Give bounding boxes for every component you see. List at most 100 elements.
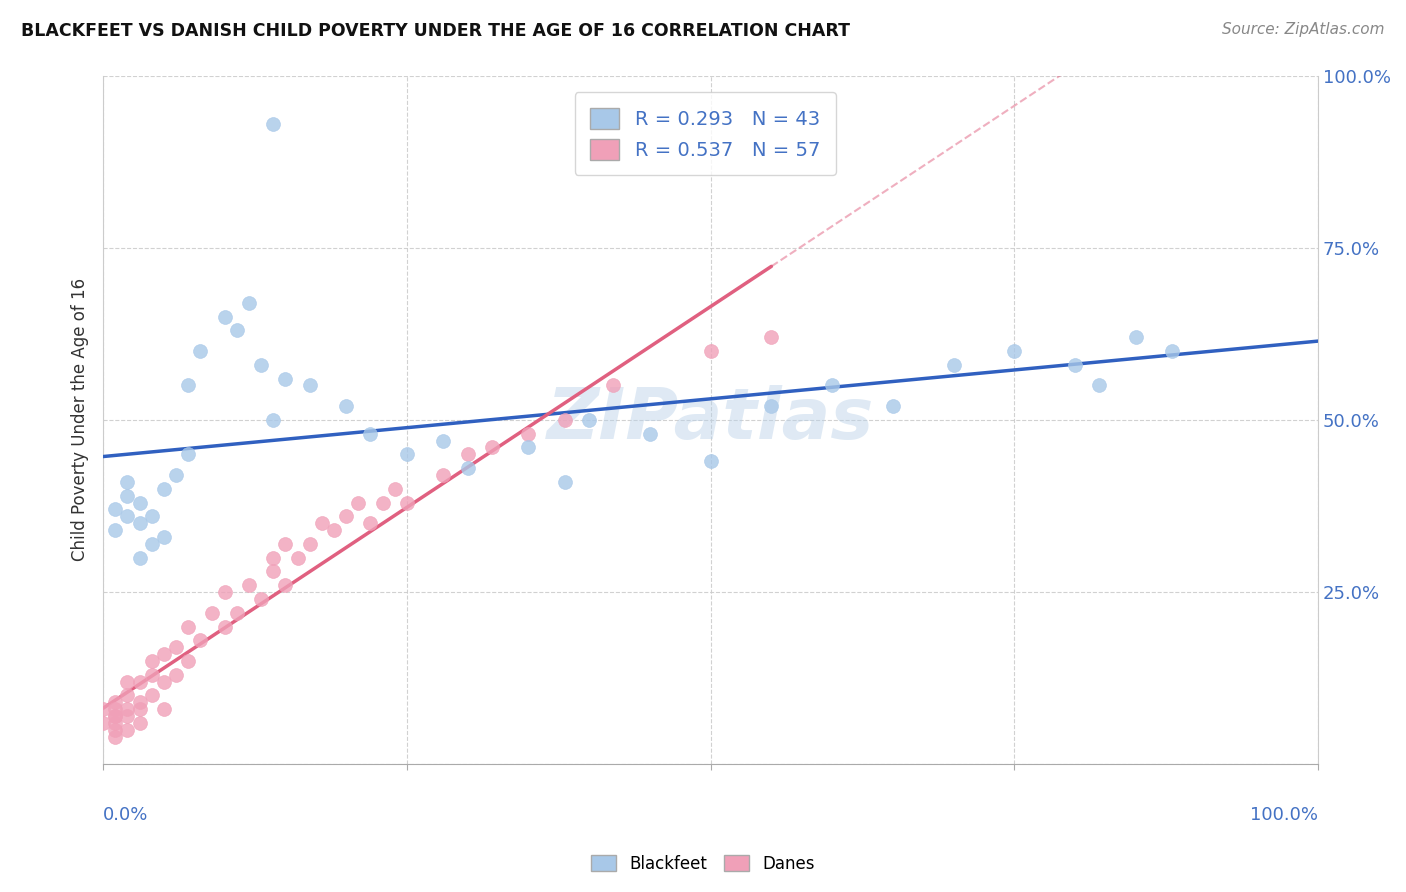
- Point: [761, 330, 783, 344]
- Point: [91, 715, 114, 730]
- Point: [214, 585, 236, 599]
- Point: [821, 378, 844, 392]
- Point: [287, 550, 309, 565]
- Point: [323, 523, 346, 537]
- Point: [117, 489, 139, 503]
- Point: [188, 633, 211, 648]
- Point: [128, 674, 150, 689]
- Point: [274, 371, 297, 385]
- Point: [128, 550, 150, 565]
- Point: [117, 709, 139, 723]
- Text: ZIPatlas: ZIPatlas: [547, 385, 875, 454]
- Point: [141, 509, 163, 524]
- Point: [578, 413, 600, 427]
- Point: [359, 426, 381, 441]
- Point: [165, 468, 187, 483]
- Point: [141, 537, 163, 551]
- Point: [457, 461, 479, 475]
- Point: [153, 674, 176, 689]
- Point: [699, 454, 721, 468]
- Point: [177, 619, 200, 633]
- Point: [104, 709, 127, 723]
- Point: [104, 502, 127, 516]
- Point: [395, 495, 418, 509]
- Point: [104, 702, 127, 716]
- Point: [165, 667, 187, 681]
- Point: [298, 537, 321, 551]
- Point: [347, 495, 370, 509]
- Text: BLACKFEET VS DANISH CHILD POVERTY UNDER THE AGE OF 16 CORRELATION CHART: BLACKFEET VS DANISH CHILD POVERTY UNDER …: [21, 22, 851, 40]
- Point: [554, 413, 576, 427]
- Point: [298, 378, 321, 392]
- Point: [250, 591, 273, 606]
- Point: [481, 441, 503, 455]
- Point: [128, 702, 150, 716]
- Point: [177, 378, 200, 392]
- Point: [128, 715, 150, 730]
- Point: [311, 516, 333, 531]
- Point: [188, 344, 211, 359]
- Point: [128, 516, 150, 531]
- Point: [262, 117, 284, 131]
- Point: [225, 323, 247, 337]
- Point: [117, 702, 139, 716]
- Point: [214, 310, 236, 324]
- Point: [117, 674, 139, 689]
- Point: [457, 447, 479, 461]
- Point: [602, 378, 624, 392]
- Point: [177, 654, 200, 668]
- Text: 0.0%: 0.0%: [103, 805, 149, 823]
- Point: [335, 399, 357, 413]
- Point: [262, 565, 284, 579]
- Point: [141, 654, 163, 668]
- Point: [141, 689, 163, 703]
- Point: [117, 689, 139, 703]
- Point: [104, 723, 127, 737]
- Point: [942, 358, 965, 372]
- Point: [432, 468, 454, 483]
- Point: [359, 516, 381, 531]
- Point: [699, 344, 721, 359]
- Point: [104, 730, 127, 744]
- Point: [517, 441, 540, 455]
- Point: [165, 640, 187, 655]
- Point: [153, 647, 176, 661]
- Point: [384, 482, 406, 496]
- Text: 100.0%: 100.0%: [1250, 805, 1319, 823]
- Point: [238, 295, 260, 310]
- Point: [153, 482, 176, 496]
- Point: [214, 619, 236, 633]
- Point: [141, 667, 163, 681]
- Point: [250, 358, 273, 372]
- Point: [395, 447, 418, 461]
- Point: [117, 475, 139, 489]
- Point: [225, 606, 247, 620]
- Point: [128, 695, 150, 709]
- Point: [177, 447, 200, 461]
- Point: [554, 475, 576, 489]
- Point: [274, 537, 297, 551]
- Point: [104, 523, 127, 537]
- Text: Source: ZipAtlas.com: Source: ZipAtlas.com: [1222, 22, 1385, 37]
- Point: [371, 495, 394, 509]
- Point: [128, 495, 150, 509]
- Point: [117, 723, 139, 737]
- Point: [517, 426, 540, 441]
- Point: [1088, 378, 1111, 392]
- Legend: R = 0.293   N = 43, R = 0.537   N = 57: R = 0.293 N = 43, R = 0.537 N = 57: [575, 92, 835, 176]
- Point: [1161, 344, 1184, 359]
- Point: [91, 702, 114, 716]
- Point: [1002, 344, 1025, 359]
- Point: [104, 695, 127, 709]
- Y-axis label: Child Poverty Under the Age of 16: Child Poverty Under the Age of 16: [72, 278, 89, 561]
- Legend: Blackfeet, Danes: Blackfeet, Danes: [585, 848, 821, 880]
- Point: [432, 434, 454, 448]
- Point: [262, 550, 284, 565]
- Point: [104, 709, 127, 723]
- Point: [274, 578, 297, 592]
- Point: [153, 702, 176, 716]
- Point: [638, 426, 661, 441]
- Point: [1125, 330, 1147, 344]
- Point: [153, 530, 176, 544]
- Point: [1064, 358, 1087, 372]
